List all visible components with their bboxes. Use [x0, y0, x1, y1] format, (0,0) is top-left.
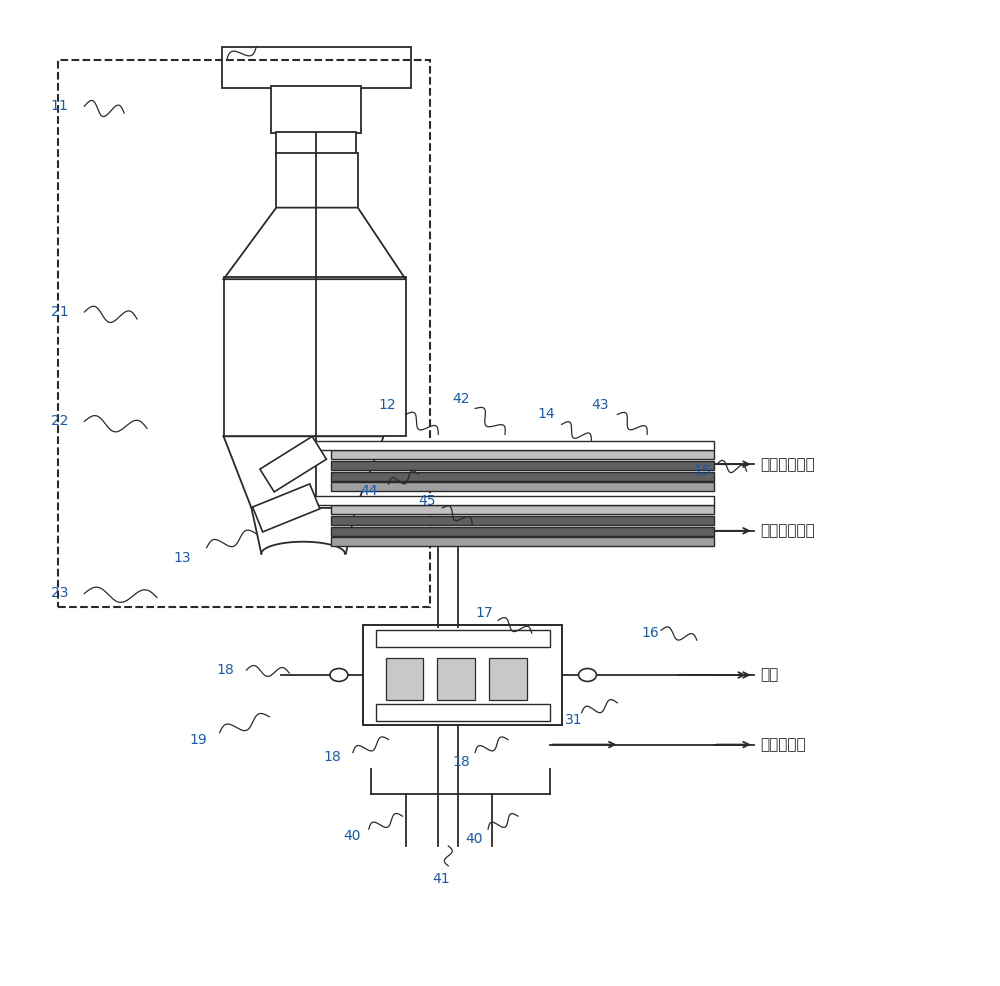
Bar	[331, 516, 714, 525]
Text: 18: 18	[217, 663, 234, 677]
Bar	[386, 658, 423, 700]
Bar	[276, 153, 358, 208]
Text: 13: 13	[174, 550, 191, 565]
Text: 12: 12	[379, 397, 396, 411]
Bar	[331, 472, 714, 481]
Bar	[376, 704, 550, 721]
Ellipse shape	[579, 669, 596, 681]
Text: 31: 31	[565, 713, 582, 727]
Text: 11: 11	[51, 100, 68, 113]
Text: 40: 40	[465, 832, 483, 846]
Bar	[276, 132, 356, 155]
Bar	[376, 630, 550, 647]
Text: 17: 17	[475, 606, 493, 620]
Text: 18: 18	[452, 755, 470, 769]
Polygon shape	[260, 437, 326, 492]
Bar	[331, 505, 714, 514]
Text: 压缩空气等: 压缩空气等	[761, 738, 806, 752]
Text: 15: 15	[694, 464, 712, 478]
Text: 22: 22	[51, 414, 68, 428]
Bar	[331, 482, 714, 491]
Text: 40: 40	[343, 829, 360, 843]
Text: 18: 18	[323, 749, 341, 763]
Bar	[58, 60, 430, 607]
Text: 42: 42	[452, 391, 470, 405]
Text: 23: 23	[51, 587, 68, 600]
Bar	[489, 658, 527, 700]
Bar	[306, 496, 714, 505]
Bar	[331, 450, 714, 459]
Polygon shape	[253, 484, 320, 531]
Text: 44: 44	[361, 484, 378, 498]
Text: 45: 45	[418, 494, 436, 508]
Text: 16: 16	[641, 626, 659, 640]
Text: 包层原料气体: 包层原料气体	[761, 457, 815, 471]
Bar	[306, 442, 714, 451]
Bar	[331, 536, 714, 545]
Bar	[271, 87, 361, 133]
Text: 氧气: 氧气	[761, 668, 779, 682]
Polygon shape	[224, 208, 406, 279]
Text: 14: 14	[538, 407, 555, 421]
Bar	[331, 527, 714, 535]
Bar	[222, 46, 411, 89]
Text: 43: 43	[591, 397, 609, 411]
Text: 19: 19	[190, 733, 208, 746]
Polygon shape	[224, 437, 384, 508]
Text: 21: 21	[51, 305, 68, 319]
Bar	[224, 277, 406, 437]
Bar	[437, 658, 475, 700]
Bar	[363, 625, 562, 725]
Text: 41: 41	[432, 872, 450, 885]
Text: 芯层原料气体: 芯层原料气体	[761, 524, 815, 538]
Bar	[331, 461, 714, 470]
Ellipse shape	[330, 669, 348, 681]
